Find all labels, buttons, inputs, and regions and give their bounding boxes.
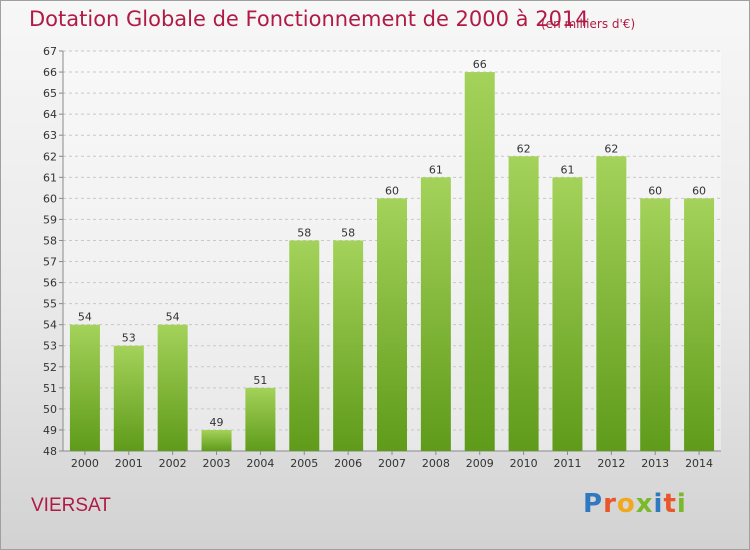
y-tick-label: 53 <box>43 340 57 353</box>
bar <box>157 324 188 451</box>
bar <box>245 387 276 451</box>
logo-letter: r <box>603 489 617 519</box>
x-tick-label: 2011 <box>553 457 581 470</box>
y-tick-label: 55 <box>43 298 57 311</box>
data-label: 51 <box>253 374 267 387</box>
data-label: 60 <box>692 184 706 197</box>
chart-unit: (en milliers d'€) <box>541 17 636 31</box>
y-tick-label: 52 <box>43 361 57 374</box>
bar <box>464 72 495 451</box>
logo-letter: i <box>653 489 664 519</box>
x-tick-label: 2003 <box>203 457 231 470</box>
bar <box>684 198 715 451</box>
data-label: 61 <box>560 163 574 176</box>
data-label: 58 <box>341 226 355 239</box>
data-label: 62 <box>604 142 618 155</box>
logo-letter: t <box>663 489 677 519</box>
data-label: 60 <box>648 184 662 197</box>
y-tick-label: 49 <box>43 424 57 437</box>
logo-letter: i <box>676 489 687 519</box>
logo-letter: x <box>635 489 654 519</box>
x-tick-label: 2000 <box>71 457 99 470</box>
x-tick-label: 2008 <box>422 457 450 470</box>
bar <box>113 345 144 451</box>
bar <box>552 177 583 451</box>
y-tick-label: 65 <box>43 87 57 100</box>
bar <box>333 240 364 451</box>
y-tick-label: 51 <box>43 382 57 395</box>
y-tick-label: 63 <box>43 129 57 142</box>
y-tick-label: 54 <box>43 319 57 332</box>
logo-letter: P <box>583 489 604 519</box>
data-label: 62 <box>517 142 531 155</box>
y-tick-label: 50 <box>43 403 57 416</box>
y-tick-label: 60 <box>43 192 57 205</box>
x-tick-label: 2014 <box>685 457 713 470</box>
bar <box>420 177 451 451</box>
x-tick-label: 2005 <box>290 457 318 470</box>
data-label: 53 <box>122 332 136 345</box>
bar <box>640 198 671 451</box>
y-tick-label: 58 <box>43 234 57 247</box>
bar <box>289 240 320 451</box>
x-tick-label: 2007 <box>378 457 406 470</box>
place-name: VIERSAT <box>31 495 111 516</box>
x-tick-label: 2004 <box>246 457 274 470</box>
data-label: 66 <box>473 58 487 71</box>
bar <box>596 156 627 451</box>
bar <box>377 198 407 451</box>
x-tick-label: 2012 <box>597 457 625 470</box>
y-tick-label: 64 <box>43 108 57 121</box>
bar <box>201 429 232 451</box>
y-tick-label: 66 <box>43 66 57 79</box>
logo-letter: o <box>616 489 636 519</box>
x-tick-label: 2009 <box>466 457 494 470</box>
y-tick-label: 62 <box>43 150 57 163</box>
data-label: 58 <box>297 226 311 239</box>
data-label: 60 <box>385 184 399 197</box>
y-tick-label: 67 <box>43 45 57 58</box>
x-tick-label: 2013 <box>641 457 669 470</box>
proxiti-logo: Proxiti <box>583 489 687 519</box>
y-tick-label: 59 <box>43 213 57 226</box>
x-tick-label: 2010 <box>510 457 538 470</box>
x-tick-label: 2001 <box>115 457 143 470</box>
x-tick-label: 2002 <box>159 457 187 470</box>
data-label: 54 <box>166 311 180 324</box>
bar <box>69 324 100 451</box>
y-tick-label: 56 <box>43 277 57 290</box>
chart-title: Dotation Globale de Fonctionnement de 20… <box>29 7 589 31</box>
data-label: 61 <box>429 163 443 176</box>
data-label: 49 <box>210 416 224 429</box>
data-label: 54 <box>78 311 92 324</box>
x-tick-label: 2006 <box>334 457 362 470</box>
bar <box>508 156 539 451</box>
y-tick-label: 57 <box>43 256 57 269</box>
y-tick-label: 61 <box>43 171 57 184</box>
y-tick-label: 48 <box>43 445 57 458</box>
